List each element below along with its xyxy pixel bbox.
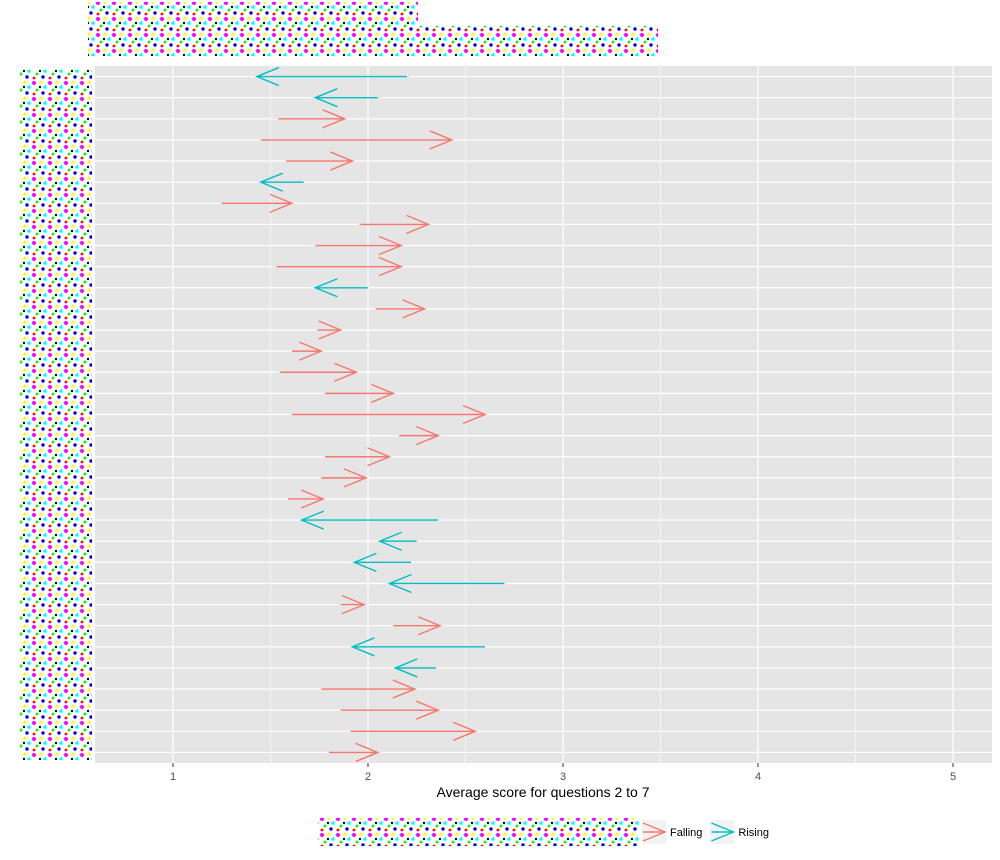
arrow-mark xyxy=(313,88,378,108)
arrow-mark xyxy=(258,172,304,192)
arrow-mark xyxy=(352,552,411,572)
x-tick-label: 5 xyxy=(950,771,956,783)
arrow-mark xyxy=(325,447,392,467)
x-axis: 1 2 3 4 5 xyxy=(170,763,956,783)
arrow-mark xyxy=(299,510,439,530)
arrow-mark xyxy=(375,299,427,319)
x-axis-title: Average score for questions 2 to 7 xyxy=(437,784,650,800)
arrow-mark xyxy=(288,489,325,509)
arrow-mark xyxy=(350,721,478,741)
x-tick-label: 1 xyxy=(170,771,176,783)
legend: Falling Rising xyxy=(642,820,769,844)
redacted-legend-title xyxy=(318,818,640,846)
x-tick-label: 4 xyxy=(755,771,761,783)
redacted-ylabels-block xyxy=(20,70,92,760)
x-tick-label: 2 xyxy=(365,771,371,783)
arrow-mark xyxy=(276,257,403,277)
legend-label-rising: Rising xyxy=(738,827,769,839)
arrow-mark xyxy=(399,425,441,446)
arrow-mark xyxy=(325,383,396,404)
redacted-title-block-2 xyxy=(88,26,658,56)
arrow-mark xyxy=(291,404,487,425)
x-tick-label: 3 xyxy=(560,771,566,783)
legend-key-rising xyxy=(710,820,736,844)
arrow-mark xyxy=(286,151,355,171)
arrow-mark xyxy=(393,658,437,678)
arrow-mark xyxy=(260,130,454,150)
arrow-mark xyxy=(340,700,441,720)
arrow-mark xyxy=(387,573,505,594)
arrow-mark xyxy=(321,679,417,699)
arrow-mark xyxy=(278,109,347,129)
arrow-mark xyxy=(321,468,368,488)
arrow-mark xyxy=(317,320,343,340)
arrow-mark xyxy=(377,531,417,551)
legend-key-falling xyxy=(642,820,667,844)
grid-layer xyxy=(95,66,992,763)
arrow-mark xyxy=(255,66,407,87)
arrow-mark xyxy=(221,193,294,213)
arrow-mark xyxy=(329,742,380,763)
arrow-mark xyxy=(340,594,366,615)
legend-arrow-rising xyxy=(711,822,736,842)
arrow-mark xyxy=(315,235,403,256)
arrow-mark xyxy=(350,637,485,657)
legend-arrow-falling xyxy=(642,822,667,842)
arrow-mark xyxy=(313,278,368,298)
arrow-mark xyxy=(280,362,359,382)
arrow-mark xyxy=(360,214,431,235)
arrow-mark xyxy=(393,616,442,636)
arrow-mark xyxy=(291,341,324,361)
legend-label-falling: Falling xyxy=(670,827,702,839)
arrow-layer xyxy=(221,66,505,763)
